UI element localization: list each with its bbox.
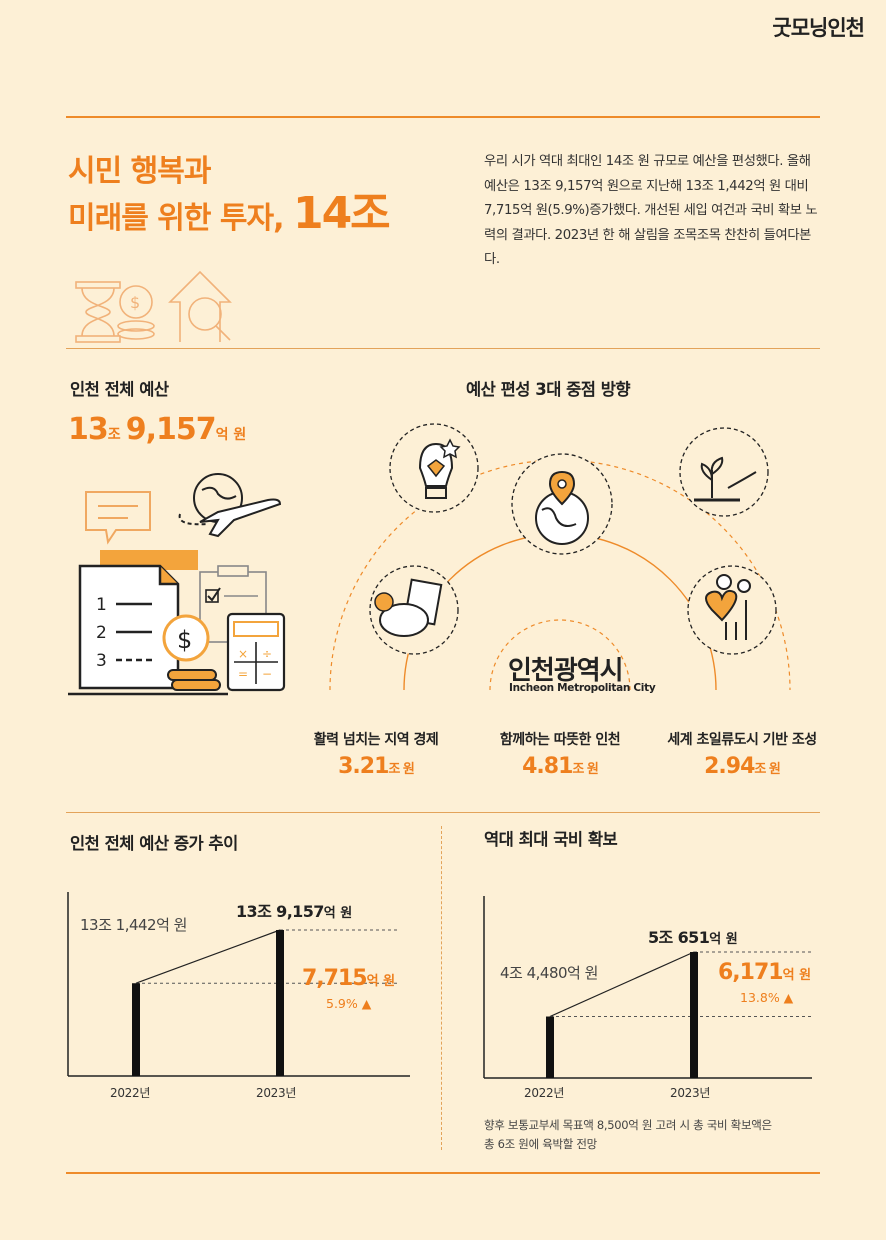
direction-value-1-unit: 조 원 [388,762,414,777]
direction-caption-3: 세계 초일류도시 기반 조성 [667,732,817,748]
direction-value-3-unit: 조 원 [754,762,780,777]
direction-value-1: 3.21조 원 [276,754,476,779]
direction-caption-1: 활력 넘치는 지역 경제 [313,732,439,748]
national-label-2023-num: 5조 651 [648,928,710,947]
national-chart [483,896,812,1079]
piggy-bank-icon [369,565,459,655]
page-title-line2: 미래를 위한 투자, 14조 [68,192,391,241]
page-title-line1: 시민 행복과 [68,154,211,189]
brand-logo: 굿모닝인천 [772,16,865,40]
trend-label-2023-unit: 억 원 [323,906,353,921]
total-budget-billion: 9,157 [125,412,217,447]
svg-text:$: $ [177,626,192,654]
list-number-3: 3 [96,651,107,671]
trend-label-2023-num: 13조 9,157 [236,902,324,921]
column-divider [441,826,442,1150]
trend-increase: 7,715억 원 [302,966,395,991]
direction-value-1-number: 3.21 [338,754,389,779]
bottom-divider [66,1172,820,1174]
national-x-2022: 2022년 [524,1086,565,1100]
national-label-2023-unit: 억 원 [709,932,738,947]
national-note: 향후 보통교부세 목표액 8,500억 원 고려 시 총 국비 확보액은 총 6… [484,1116,772,1154]
total-budget-trillion: 13 [68,412,109,447]
top-divider [66,116,820,118]
svg-text:=: = [238,667,248,681]
trend-label-2022: 13조 1,442억 원 [80,916,187,934]
plant-hand-icon [679,427,769,517]
total-budget-heading: 인천 전체 예산 [70,380,169,399]
national-note-line1: 향후 보통교부세 목표액 8,500억 원 고려 시 총 국비 확보액은 [484,1118,772,1132]
section-divider [66,348,820,349]
svg-text:÷: ÷ [262,647,272,661]
lightbulb-icon [389,423,479,513]
total-budget-unit1: 조 [107,427,121,443]
bar-2022 [546,1016,554,1078]
national-increase-pct: 13.8% ▲ [740,990,794,1005]
direction-value-2-unit: 조 원 [572,762,598,777]
national-x-2023: 2023년 [670,1086,711,1100]
national-increase-num: 6,171 [718,960,784,985]
svg-text:×: × [238,647,248,661]
trend-increase-num: 7,715 [302,966,368,991]
directions-heading: 예산 편성 3대 중점 방향 [466,380,631,399]
globe-pin-icon [511,453,613,555]
trend-increase-unit: 억 원 [366,974,396,989]
intro-paragraph: 우리 시가 역대 최대인 14조 원 규모로 예산을 편성했다. 올해 예산은 … [484,154,818,267]
bar-2023 [690,952,698,1078]
bar-2023 [276,930,284,1076]
national-connector-line [549,951,695,1018]
page-title-text: 미래를 위한 투자, [68,201,284,236]
svg-text:−: − [262,667,272,681]
incheon-logo-english: Incheon Metropolitan City [509,682,656,694]
trend-chart [67,892,410,1077]
trend-label-2023: 13조 9,157억 원 [236,898,352,922]
incheon-logo-text: 인천광역시 [508,656,624,686]
total-budget-unit2: 억 원 [215,427,247,443]
svg-text:$: $ [130,293,140,312]
trend-x-2022: 2022년 [110,1086,151,1100]
dollar-coin-icon: $ [162,614,221,691]
globe-airplane-icon [178,473,282,538]
speech-bubble-icon [85,491,151,545]
national-label-2023: 5조 651억 원 [648,924,738,948]
national-increase-unit: 억 원 [782,968,812,983]
national-chart-heading: 역대 최대 국비 확보 [484,830,618,849]
page-title-amount: 14조 [292,188,391,239]
bar-2022 [132,983,140,1076]
direction-caption-2: 함께하는 따뜻한 인천 [499,732,621,748]
section-divider-2 [66,812,820,813]
trend-increase-pct: 5.9% ▲ [326,996,372,1011]
national-increase: 6,171억 원 [718,960,811,985]
direction-value-2-number: 4.81 [522,754,573,779]
heart-people-icon [687,565,777,655]
list-number-1: 1 [96,595,107,615]
trend-connector-line [135,929,281,984]
list-number-2: 2 [96,623,107,643]
trend-x-2023: 2023년 [256,1086,297,1100]
document-list-icon: 1 2 3 [78,550,198,690]
total-budget-value: 13조 9,157억 원 [68,412,246,447]
budget-illustration: 1 2 3 $ × ÷ = − [68,473,286,696]
directions-diagram [329,423,791,691]
national-label-2022: 4조 4,480억 원 [500,964,598,982]
direction-value-3-number: 2.94 [704,754,755,779]
hourglass-coin-icon: $ [75,270,232,343]
trend-chart-heading: 인천 전체 예산 증가 추이 [70,834,238,853]
direction-value-3: 2.94조 원 [642,754,842,779]
direction-value-2: 4.81조 원 [460,754,660,779]
calculator-icon: × ÷ = − [226,612,286,692]
national-note-line2: 총 6조 원에 육박할 전망 [484,1137,597,1151]
